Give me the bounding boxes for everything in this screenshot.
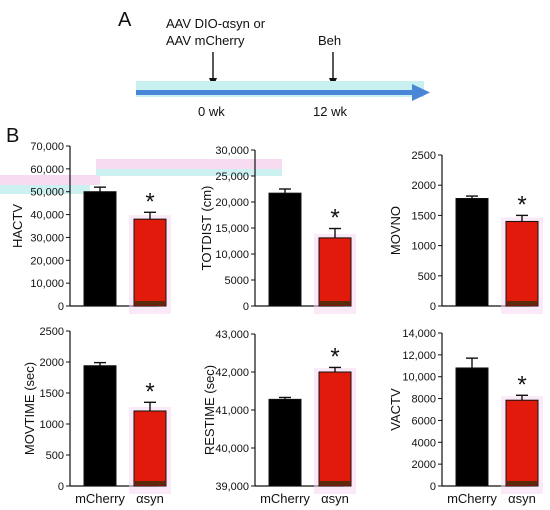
y-axis-label: MOVTIME (sec) xyxy=(22,362,37,455)
chart-restime: 39,000 40,000 41,000 42,000 43,000 RESTIME (s… xyxy=(202,329,356,506)
y-tick-label: 10,000 xyxy=(30,278,64,290)
y-tick-label: 0 xyxy=(430,301,436,313)
y-tick-label: 2500 xyxy=(412,150,436,162)
y-axis-label: RESTIME (sec) xyxy=(202,365,217,455)
bar-mcherry xyxy=(83,365,117,487)
y-tick-label: 500 xyxy=(418,271,436,283)
bar-base xyxy=(507,481,537,485)
timeline-arrow-shaft xyxy=(136,90,414,95)
significance-star: * xyxy=(145,188,154,215)
time-end-label: 12 wk xyxy=(313,104,347,119)
bar-asyn xyxy=(133,410,167,487)
y-tick-label: 42,000 xyxy=(215,367,249,379)
y-tick-label: 41,000 xyxy=(215,405,249,417)
bar-mcherry xyxy=(455,197,489,307)
bar-asyn xyxy=(505,220,539,307)
category-label: αsyn xyxy=(508,491,536,506)
injection-label-line-1: AAV DIO-αsyn or xyxy=(166,16,266,31)
bar-base xyxy=(507,301,537,305)
highlight-cyan-top xyxy=(96,169,282,176)
bar-mcherry xyxy=(268,192,302,307)
y-tick-label: 70,000 xyxy=(30,141,64,153)
highlight-pink-top xyxy=(96,159,282,169)
y-axis-label: VACTV xyxy=(388,388,403,431)
bar-base xyxy=(135,301,165,305)
significance-star: * xyxy=(517,371,526,398)
y-axis-label: MOVNO xyxy=(388,206,403,255)
bar-asyn xyxy=(505,399,539,487)
significance-star: * xyxy=(330,343,339,370)
y-tick-label: 43,000 xyxy=(215,329,249,341)
chart-totdist: 0 5000 10,000 15,000 20,000 25,000 30,000 TOTDI… xyxy=(199,145,356,314)
bar-mcherry xyxy=(268,398,302,487)
y-tick-label: 2000 xyxy=(40,357,64,369)
y-tick-label: 0 xyxy=(243,301,249,313)
category-label: αsyn xyxy=(136,491,164,506)
y-tick-label: 5000 xyxy=(225,275,249,287)
y-tick-label: 20,000 xyxy=(30,255,64,267)
y-tick-label: 10,000 xyxy=(215,249,249,261)
y-tick-label: 2500 xyxy=(40,326,64,338)
bar-base xyxy=(320,301,350,305)
y-tick-label: 0 xyxy=(58,301,64,313)
bar-base xyxy=(320,481,350,485)
y-tick-label: 30,000 xyxy=(215,145,249,157)
y-tick-label: 20,000 xyxy=(215,197,249,209)
y-tick-label: 40,000 xyxy=(30,210,64,222)
behavior-label: Beh xyxy=(318,33,341,48)
time-start-label: 0 wk xyxy=(198,104,225,119)
chart-hactv: 0 10,000 20,000 30,000 40,000 50,000 60,000 70,… xyxy=(10,141,171,314)
timeline-arrow-head xyxy=(412,84,430,101)
bar-asyn xyxy=(318,237,352,307)
significance-star: * xyxy=(145,378,154,405)
y-tick-label: 2000 xyxy=(412,459,436,471)
category-label: αsyn xyxy=(321,491,349,506)
highlight-cyan-left xyxy=(0,185,90,194)
panel-label-a: A xyxy=(118,9,132,31)
y-tick-label: 4000 xyxy=(412,437,436,449)
y-tick-label: 0 xyxy=(430,481,436,493)
y-tick-label: 25,000 xyxy=(215,171,249,183)
bar-mcherry xyxy=(455,367,489,487)
y-tick-label: 60,000 xyxy=(30,164,64,176)
significance-star: * xyxy=(517,191,526,218)
y-tick-label: 14,000 xyxy=(402,328,436,340)
chart-vactv: 0 2000 4000 6000 8000 10,000 12,000 14,000 VACTV… xyxy=(388,328,543,506)
y-tick-label: 8000 xyxy=(412,394,436,406)
y-axis-label: HACTV xyxy=(10,204,25,248)
bar-base xyxy=(135,481,165,485)
y-tick-label: 40,000 xyxy=(215,443,249,455)
injection-label-line-2: AAV mCherry xyxy=(166,33,245,48)
y-tick-label: 1500 xyxy=(40,388,64,400)
panel-label-b: B xyxy=(6,125,19,147)
y-tick-label: 1000 xyxy=(412,241,436,253)
highlight-pink-left xyxy=(0,175,100,185)
y-axis-label: TOTDIST (cm) xyxy=(199,186,214,271)
y-tick-label: 15,000 xyxy=(215,223,249,235)
y-tick-label: 0 xyxy=(58,481,64,493)
y-tick-label: 50,000 xyxy=(30,187,64,199)
y-tick-label: 500 xyxy=(46,450,64,462)
y-tick-label: 2000 xyxy=(412,180,436,192)
y-tick-label: 30,000 xyxy=(30,232,64,244)
y-tick-label: 1500 xyxy=(412,210,436,222)
significance-star: * xyxy=(330,205,339,232)
category-label: mCherry xyxy=(260,491,310,506)
highlight-overlays xyxy=(0,159,282,194)
category-label: mCherry xyxy=(447,491,497,506)
bar-asyn xyxy=(318,371,352,487)
y-tick-label: 10,000 xyxy=(402,372,436,384)
y-tick-label: 12,000 xyxy=(402,350,436,362)
bar-asyn xyxy=(133,218,167,307)
y-tick-label: 39,000 xyxy=(215,481,249,493)
y-tick-label: 6000 xyxy=(412,415,436,427)
y-tick-label: 1000 xyxy=(40,419,64,431)
timeline-panel: A AAV DIO-αsyn or AAV mCherry Beh 0 wk 1… xyxy=(118,9,430,119)
chart-movno: 0 500 1000 1500 2000 2500 MOVNO * xyxy=(388,150,543,314)
category-label: mCherry xyxy=(75,491,125,506)
chart-movtime: 0 500 1000 1500 2000 2500 MOVTIME (sec) mCherry… xyxy=(22,326,171,506)
bar-mcherry xyxy=(83,191,117,307)
